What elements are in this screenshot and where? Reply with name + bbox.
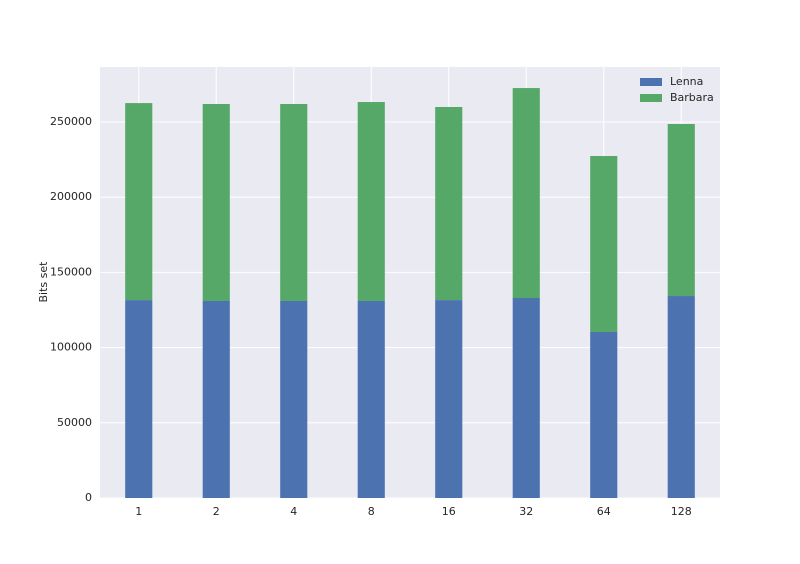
bar <box>512 297 540 498</box>
bar <box>280 300 308 498</box>
x-tick-label: 128 <box>671 505 692 518</box>
bar <box>590 331 618 498</box>
bar <box>512 88 540 298</box>
x-tick-label: 64 <box>597 505 611 518</box>
bar <box>357 102 385 301</box>
y-tick-label: 50000 <box>57 416 92 429</box>
plot-area <box>100 67 720 498</box>
y-tick-label: 150000 <box>50 265 92 278</box>
bar <box>667 296 695 498</box>
bar <box>280 103 308 301</box>
x-tick-label: 16 <box>442 505 456 518</box>
bar <box>435 300 463 498</box>
bar <box>435 107 463 301</box>
bar <box>357 300 385 498</box>
legend-swatch <box>640 78 662 86</box>
legend-swatch <box>640 94 662 102</box>
y-tick-label: 0 <box>85 491 92 504</box>
x-tick-label: 8 <box>368 505 375 518</box>
legend-label: Barbara <box>670 91 714 104</box>
x-tick-label: 32 <box>519 505 533 518</box>
bar <box>125 300 153 498</box>
y-tick-label: 200000 <box>50 190 92 203</box>
x-tick-label: 1 <box>135 505 142 518</box>
bar <box>202 103 230 301</box>
x-tick-label: 2 <box>213 505 220 518</box>
y-axis-label: Bits set <box>37 261 50 303</box>
bar <box>590 156 618 332</box>
x-tick-label: 4 <box>290 505 297 518</box>
bar <box>125 103 153 301</box>
legend-label: Lenna <box>670 75 703 88</box>
y-tick-label: 250000 <box>50 115 92 128</box>
bar <box>667 123 695 297</box>
y-tick-label: 100000 <box>50 341 92 354</box>
bar <box>202 300 230 498</box>
